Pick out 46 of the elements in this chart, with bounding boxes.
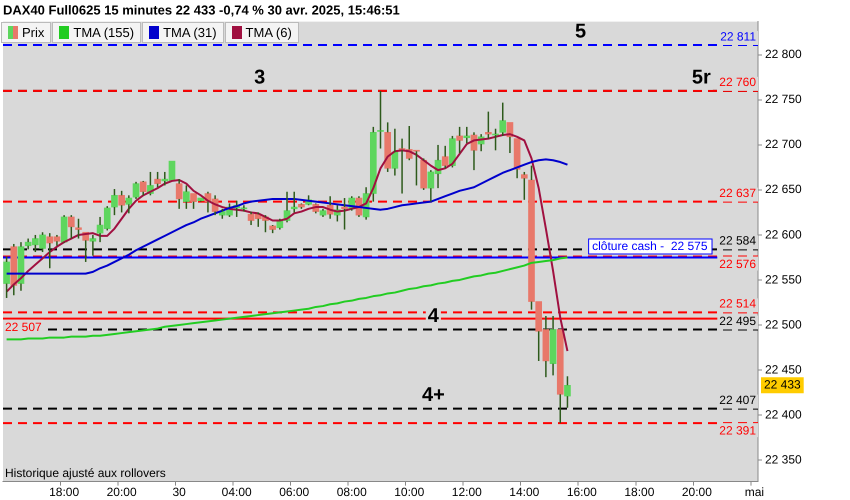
- annotation: 4: [428, 304, 440, 327]
- annotation: 5r: [692, 66, 712, 88]
- annotation: 3: [254, 66, 266, 88]
- y-tick-label: 22 400: [765, 407, 802, 422]
- y-tick-label: 22 650: [765, 182, 802, 196]
- x-tick-label: 14:00: [509, 485, 540, 500]
- ref-line-label: 22 391: [719, 423, 756, 438]
- annotation: 5: [575, 20, 586, 43]
- x-tick-label: 06:00: [279, 485, 310, 500]
- x-tick-label: mai: [744, 485, 764, 500]
- ref-line-label: 22 760: [719, 75, 756, 90]
- y-tick-label: 22 600: [765, 227, 802, 242]
- ref-line-label: 22 507: [5, 320, 42, 334]
- x-tick-label: 10:00: [394, 485, 425, 500]
- ref-line-label: 22 584: [719, 234, 756, 248]
- ref-line-label: 22 811: [720, 29, 756, 44]
- y-tick-label: 22 800: [765, 47, 802, 62]
- x-tick-label: 20:00: [682, 485, 712, 500]
- x-tick-label: 20:00: [106, 485, 137, 500]
- legend-label: Prix: [22, 25, 44, 40]
- ref-line-label: 22 495: [719, 314, 756, 328]
- y-tick-label: 22 700: [765, 137, 802, 152]
- annotation: Historique ajusté aux rollovers: [5, 466, 166, 480]
- ref-line-label: 22 514: [719, 296, 756, 311]
- x-tick-label: 18:00: [49, 485, 80, 500]
- ref-line-label: clôture cash - 22 575: [592, 238, 708, 253]
- x-tick-label: 12:00: [452, 485, 482, 500]
- x-tick-label: 16:00: [566, 485, 598, 500]
- ref-line-label: 22 407: [719, 392, 756, 407]
- y-tick-label: 22 450: [765, 362, 802, 376]
- ref-line-label: 22 576: [719, 256, 756, 271]
- y-tick-label: 22 350: [765, 452, 802, 466]
- x-tick-label: 04:00: [222, 485, 252, 500]
- x-tick-label: 30: [172, 485, 186, 500]
- chart-title: DAX40 Full0625 15 minutes 22 433 -0,74 % 30 avr. 2025, 15:46:51: [3, 2, 400, 18]
- y-tick-label: 22 500: [765, 317, 802, 332]
- legend-label: TMA (155): [73, 25, 134, 40]
- y-tick-label: 22 550: [765, 272, 802, 286]
- annotation: 4+: [422, 384, 445, 406]
- ref-line-label: 22 637: [719, 186, 756, 200]
- legend-label: TMA (31): [163, 25, 217, 40]
- x-tick-label: 08:00: [336, 485, 368, 500]
- legend-label: TMA (6): [246, 25, 292, 40]
- x-tick-label: 18:00: [624, 485, 655, 500]
- annotation: 22 433: [764, 378, 802, 392]
- y-tick-label: 22 750: [765, 92, 802, 106]
